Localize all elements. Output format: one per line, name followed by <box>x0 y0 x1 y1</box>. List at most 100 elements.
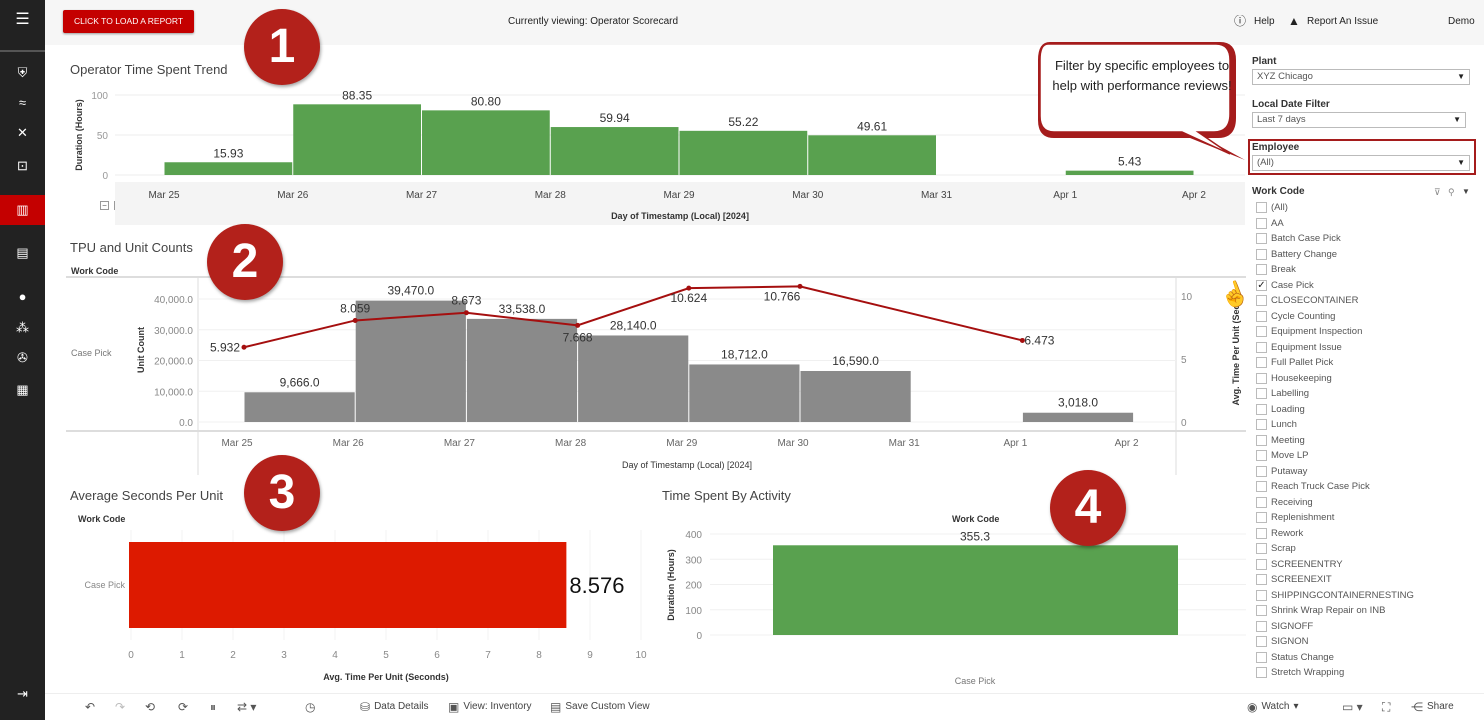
fullscreen-icon[interactable]: ⛶ <box>1382 700 1391 714</box>
checkbox[interactable] <box>1256 450 1267 461</box>
work-code-option[interactable]: Labelling <box>1256 386 1309 401</box>
checkbox[interactable] <box>1256 620 1267 632</box>
checkbox[interactable] <box>1256 512 1267 523</box>
shield-icon[interactable]: ⛨ <box>17 65 28 80</box>
share-button[interactable]: ⋲ Share <box>1411 700 1454 714</box>
data-details-button[interactable]: ⛁ Data Details <box>360 700 429 714</box>
checkbox[interactable] <box>1256 233 1267 244</box>
checkbox[interactable] <box>1256 202 1267 213</box>
bar-chart-icon[interactable]: ▥ <box>0 195 45 225</box>
help-link[interactable]: Help <box>1254 16 1275 27</box>
checkbox[interactable] <box>1256 543 1267 554</box>
checkbox[interactable] <box>1256 248 1267 260</box>
users-icon[interactable]: ⁂ <box>16 320 29 335</box>
date-filter-select[interactable]: Last 7 days ▼ <box>1252 112 1466 128</box>
checkbox[interactable] <box>1256 310 1267 322</box>
checkbox[interactable] <box>1256 264 1267 275</box>
work-code-option[interactable]: (All) <box>1256 200 1288 215</box>
checkbox[interactable] <box>1256 326 1267 337</box>
checkbox[interactable] <box>1256 295 1267 306</box>
clock-icon[interactable]: ◷ <box>305 700 316 714</box>
watch-button[interactable]: ◉ Watch ▾ <box>1247 700 1299 714</box>
aperture-icon[interactable]: ✇ <box>17 350 28 365</box>
work-code-option[interactable]: Stretch Wrapping <box>1256 665 1344 680</box>
work-code-option[interactable]: Rework <box>1256 526 1303 541</box>
redo-icon[interactable]: ↷ <box>115 700 126 714</box>
work-code-option[interactable]: Equipment Issue <box>1256 340 1342 355</box>
checkbox[interactable] <box>1256 667 1267 678</box>
work-code-option[interactable]: Cycle Counting <box>1256 309 1335 324</box>
user-icon[interactable]: ● <box>18 289 27 304</box>
undo-icon[interactable]: ↶ <box>85 700 96 714</box>
work-code-option[interactable]: SCREENENTRY <box>1256 557 1343 572</box>
checkbox[interactable] <box>1256 589 1267 601</box>
clear-filter-icon[interactable]: ⊽ <box>1434 187 1441 197</box>
work-code-option[interactable]: Full Pallet Pick <box>1256 355 1333 370</box>
work-code-option[interactable]: Putaway <box>1256 464 1307 479</box>
work-code-option[interactable]: Replenishment <box>1256 510 1334 525</box>
book-icon[interactable]: ▤ <box>16 245 29 260</box>
plant-select[interactable]: XYZ Chicago ▼ <box>1252 69 1470 85</box>
work-code-option[interactable]: Break <box>1256 262 1296 277</box>
work-code-option[interactable]: Meeting <box>1256 433 1305 448</box>
checkbox[interactable] <box>1256 419 1267 430</box>
trend-icon[interactable]: ≈ <box>18 95 27 110</box>
checkbox[interactable] <box>1256 605 1267 616</box>
work-code-option[interactable]: Lunch <box>1256 417 1297 432</box>
checkbox[interactable] <box>1256 636 1267 647</box>
refresh-icon[interactable]: ⟳ <box>178 700 189 714</box>
chevron-down-icon[interactable]: ▼ <box>1462 187 1470 196</box>
work-code-option[interactable]: ✓ Case Pick <box>1256 278 1314 293</box>
work-code-option[interactable]: SIGNOFF <box>1256 619 1313 634</box>
checkbox[interactable] <box>1256 403 1267 415</box>
load-report-button[interactable]: CLICK TO LOAD A REPORT <box>63 10 194 33</box>
checkbox[interactable] <box>1256 388 1267 399</box>
employee-select[interactable]: (All) ▼ <box>1252 155 1470 171</box>
menu-icon[interactable]: ☰ <box>15 11 30 28</box>
work-code-option[interactable]: Move LP <box>1256 448 1309 463</box>
checkbox[interactable] <box>1256 357 1267 368</box>
work-code-option[interactable]: Scrap <box>1256 541 1296 556</box>
work-code-option[interactable]: Shrink Wrap Repair on INB <box>1256 603 1385 618</box>
help-icon[interactable]: ⓘ <box>1234 15 1247 27</box>
work-code-option[interactable]: SIGNON <box>1256 634 1308 649</box>
checkbox[interactable] <box>1256 434 1267 446</box>
user-menu[interactable]: Demo <box>1448 16 1475 27</box>
search-report-icon[interactable]: ⊡ <box>17 158 28 173</box>
work-code-option[interactable]: Status Change <box>1256 650 1334 665</box>
revert-icon[interactable]: ⟲ <box>145 700 156 714</box>
tools-icon[interactable]: ✕ <box>17 125 28 140</box>
view-button[interactable]: ▣ View: Inventory <box>448 700 532 714</box>
work-code-option[interactable]: Loading <box>1256 402 1305 417</box>
save-custom-view-button[interactable]: ▤ Save Custom View <box>550 700 650 714</box>
checkbox[interactable] <box>1256 558 1267 570</box>
checkbox[interactable] <box>1256 574 1267 585</box>
work-code-option[interactable]: Battery Change <box>1256 247 1337 262</box>
checkbox[interactable] <box>1256 527 1267 539</box>
calendar-icon[interactable]: ▦ <box>16 382 29 397</box>
checkbox[interactable] <box>1256 496 1267 508</box>
checkbox[interactable] <box>1256 372 1267 384</box>
work-code-option[interactable]: Housekeeping <box>1256 371 1332 386</box>
work-code-option[interactable]: Receiving <box>1256 495 1313 510</box>
replay-icon[interactable]: ⇄ ▾ <box>237 700 257 714</box>
checkbox[interactable] <box>1256 481 1267 492</box>
work-code-option[interactable]: AA <box>1256 216 1284 231</box>
work-code-option[interactable]: Reach Truck Case Pick <box>1256 479 1370 494</box>
device-layout-button[interactable]: ▭ ▾ <box>1342 700 1363 714</box>
work-code-option[interactable]: SHIPPINGCONTAINERNESTING <box>1256 588 1414 603</box>
checkbox[interactable] <box>1256 651 1267 663</box>
work-code-option[interactable]: SCREENEXIT <box>1256 572 1332 587</box>
report-issue-link[interactable]: Report An Issue <box>1307 16 1379 27</box>
warning-icon[interactable]: ▲ <box>1288 15 1300 27</box>
work-code-option[interactable]: CLOSECONTAINER <box>1256 293 1358 308</box>
checkbox[interactable] <box>1256 217 1267 229</box>
work-code-option[interactable]: Equipment Inspection <box>1256 324 1362 339</box>
search-icon[interactable]: ⚲ <box>1448 187 1455 197</box>
pause-icon[interactable]: ⏸ <box>210 700 217 714</box>
logout-icon[interactable]: ⇥ <box>17 686 28 701</box>
checkbox[interactable]: ✓ <box>1256 279 1267 291</box>
work-code-option[interactable]: Batch Case Pick <box>1256 231 1341 246</box>
checkbox[interactable] <box>1256 341 1267 353</box>
checkbox[interactable] <box>1256 465 1267 477</box>
